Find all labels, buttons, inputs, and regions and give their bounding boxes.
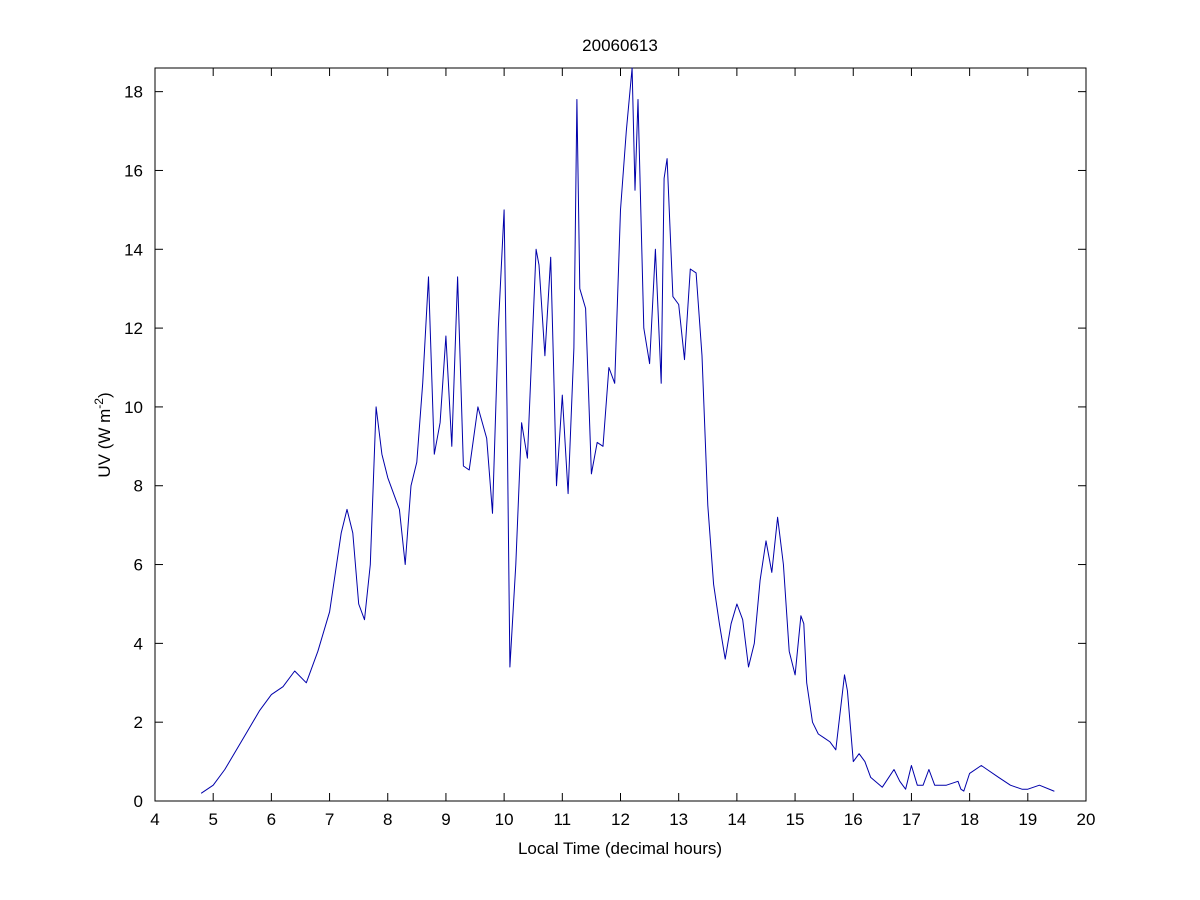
y-tick-label: 10 [124,398,143,417]
y-tick-label: 16 [124,161,143,180]
x-tick-label: 12 [611,810,630,829]
uv-series-line [201,67,1055,794]
x-tick-label: 10 [495,810,514,829]
y-axis-label: UV (W m-2) [92,392,114,477]
y-axis-label-superscript: -2 [92,398,106,409]
x-tick-label: 4 [150,810,159,829]
chart-title: 20060613 [582,36,658,55]
x-tick-label: 18 [960,810,979,829]
y-tick-label: 0 [134,792,143,811]
y-tick-label: 12 [124,319,143,338]
y-tick-label: 18 [124,83,143,102]
y-axis-label-suffix: ) [95,392,114,398]
plot-frame [154,67,1087,802]
x-tick-label: 9 [441,810,450,829]
x-axis-label: Local Time (decimal hours) [518,839,722,858]
y-tick-label: 2 [134,713,143,732]
x-axis-tick-labels: 4 5 6 7 8 9 10 11 12 13 14 15 16 17 18 19 20 [150,810,1095,829]
y-axis-tick-labels: 0 2 4 6 8 10 12 14 16 18 [124,83,143,811]
y-tick-label: 4 [134,634,143,653]
x-tick-label: 8 [383,810,392,829]
x-tick-label: 13 [669,810,688,829]
x-tick-label: 6 [267,810,276,829]
x-tick-label: 20 [1077,810,1096,829]
y-tick-label: 6 [134,556,143,575]
x-axis-ticks [154,68,1087,801]
x-tick-label: 16 [844,810,863,829]
y-axis-ticks [155,91,1086,802]
x-tick-label: 15 [786,810,805,829]
y-axis-label-main: UV (W m [95,409,114,478]
x-tick-label: 19 [1018,810,1037,829]
y-tick-label: 14 [124,240,143,259]
y-tick-label: 8 [134,477,143,496]
x-tick-label: 5 [208,810,217,829]
x-tick-label: 14 [727,810,746,829]
x-tick-label: 17 [902,810,921,829]
x-tick-label: 11 [553,810,571,829]
x-tick-label: 7 [325,810,334,829]
